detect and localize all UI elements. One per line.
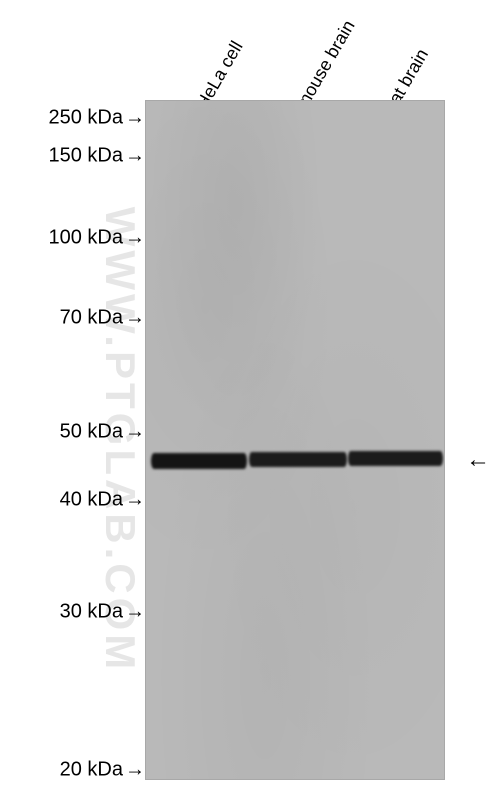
marker-text: 100 kDa <box>49 227 124 250</box>
marker-text: 20 kDa <box>60 759 123 782</box>
marker-arrow-icon: → <box>125 421 145 444</box>
membrane-background-noise <box>146 101 444 779</box>
marker-arrow-icon: → <box>125 307 145 330</box>
marker-text: 70 kDa <box>60 307 123 330</box>
marker-label: 70 kDa→ <box>60 307 145 330</box>
marker-arrow-icon: → <box>125 107 145 130</box>
marker-arrow-icon: → <box>125 145 145 168</box>
marker-arrow-icon: → <box>125 489 145 512</box>
marker-labels-group: 250 kDa→150 kDa→100 kDa→70 kDa→50 kDa→40… <box>0 0 145 799</box>
marker-text: 30 kDa <box>60 601 123 624</box>
lane-label: mouse brain <box>292 17 360 113</box>
marker-arrow-icon: → <box>125 601 145 624</box>
figure-container: WWW.PTGLAB.COM HeLa cellmouse brainrat b… <box>0 0 500 799</box>
marker-text: 50 kDa <box>60 421 123 444</box>
marker-label: 100 kDa→ <box>49 227 146 250</box>
marker-text: 150 kDa <box>49 145 124 168</box>
target-band-arrow-icon: ← <box>466 446 490 474</box>
protein-band <box>348 451 443 466</box>
western-blot-membrane <box>145 100 445 780</box>
protein-band <box>151 453 247 469</box>
protein-band <box>249 452 347 467</box>
marker-label: 150 kDa→ <box>49 145 146 168</box>
marker-arrow-icon: → <box>125 759 145 782</box>
marker-label: 50 kDa→ <box>60 421 145 444</box>
marker-text: 250 kDa <box>49 107 124 130</box>
marker-label: 30 kDa→ <box>60 601 145 624</box>
marker-text: 40 kDa <box>60 489 123 512</box>
marker-label: 20 kDa→ <box>60 759 145 782</box>
marker-arrow-icon: → <box>125 227 145 250</box>
marker-label: 40 kDa→ <box>60 489 145 512</box>
marker-label: 250 kDa→ <box>49 107 146 130</box>
